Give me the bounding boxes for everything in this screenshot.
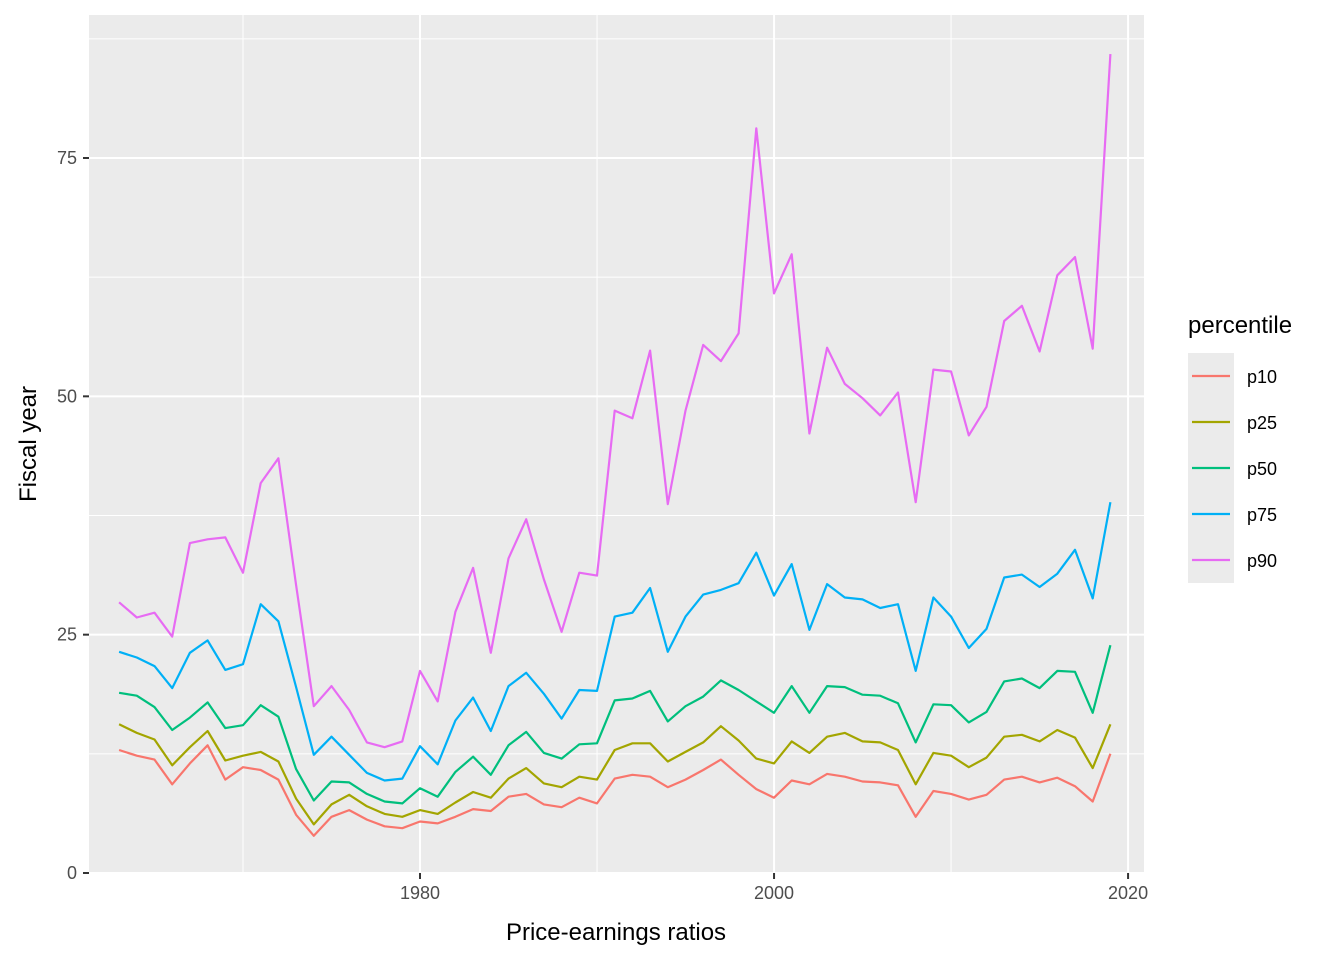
legend-items: p10 p25 p50 p75 p90	[1188, 353, 1277, 583]
legend-label: p10	[1247, 367, 1277, 387]
series-line-p90	[118, 54, 1112, 749]
legend-label: p90	[1247, 551, 1277, 571]
legend-label: p50	[1247, 459, 1277, 479]
y-tick-label: 0	[67, 863, 77, 883]
y-tick-label: 75	[57, 148, 77, 168]
series-line-p10	[118, 744, 1112, 837]
legend-label: p75	[1247, 505, 1277, 525]
y-tick-label: 25	[57, 625, 77, 645]
panel-background	[89, 15, 1144, 873]
y-tick-label: 50	[57, 386, 77, 406]
legend-title: percentile	[1188, 312, 1292, 339]
series-line-p75	[118, 502, 1112, 782]
x-tick-label: 2000	[754, 883, 794, 903]
legend-item-p25: p25	[1188, 399, 1277, 445]
series-lines	[118, 54, 1112, 837]
x-tick-label: 1980	[400, 883, 440, 903]
x-axis-title: Price-earnings ratios	[506, 919, 726, 946]
legend: percentile p10 p25 p50 p75 p90	[1188, 312, 1292, 583]
x-tick-label: 2020	[1108, 883, 1148, 903]
series-line-p50	[118, 644, 1112, 805]
axes: 1980 2000 2020 0 25 50 75	[57, 148, 1148, 903]
legend-item-p90: p90	[1188, 537, 1277, 583]
legend-item-p75: p75	[1188, 491, 1277, 537]
legend-label: p25	[1247, 413, 1277, 433]
major-gridlines	[89, 15, 1144, 874]
y-axis-title: Fiscal year	[15, 386, 42, 502]
legend-item-p50: p50	[1188, 445, 1277, 491]
series-line-p25	[118, 723, 1112, 826]
legend-item-p10: p10	[1188, 353, 1277, 399]
